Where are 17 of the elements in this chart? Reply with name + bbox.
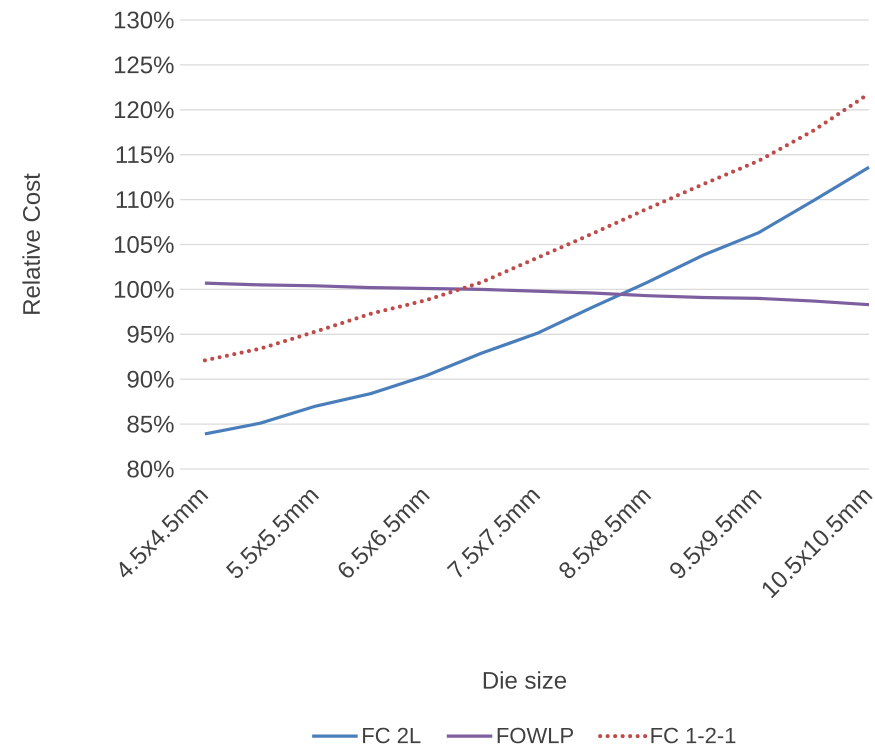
y-tick-label: 80%: [127, 460, 174, 478]
y-tick-label: 90%: [128, 370, 174, 388]
y-tick-label: 125%: [114, 56, 174, 74]
legend-label: FC 2L: [363, 728, 420, 744]
legend-label: FOWLP: [498, 728, 573, 744]
x-axis-title: Die size: [484, 671, 566, 689]
legend-label: FC 1-2-1: [651, 728, 736, 744]
y-tick-label: 105%: [114, 236, 174, 253]
line-series: [203, 166, 871, 436]
y-tick-label: 85%: [127, 416, 174, 433]
y-tick-label: 95%: [128, 326, 174, 343]
y-axis-title: Relative Cost: [22, 173, 40, 314]
y-tick-label: 115%: [116, 146, 174, 164]
y-tick-label: 130%: [114, 12, 174, 28]
y-tick-label: 110%: [116, 191, 174, 208]
y-tick-label: 120%: [114, 101, 174, 118]
y-tick-label: 100%: [114, 280, 174, 298]
